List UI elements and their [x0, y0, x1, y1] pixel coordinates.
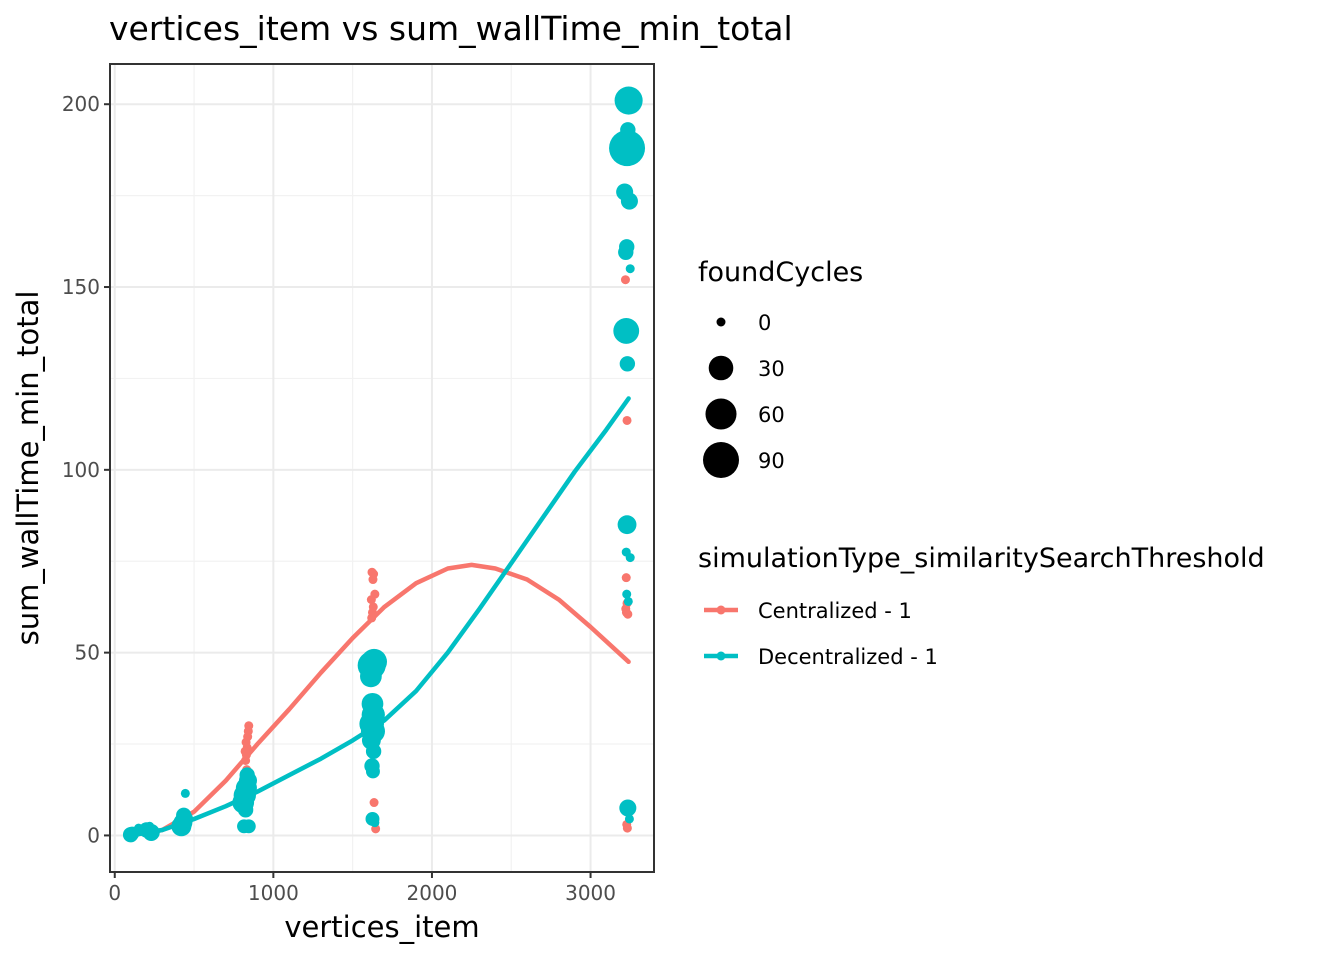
data-point: [619, 356, 636, 372]
data-point: [176, 807, 192, 824]
color-legend: simulationType_similaritySearchThreshold…: [698, 543, 1265, 669]
data-point: [622, 415, 632, 425]
size-legend-label: 60: [758, 403, 785, 427]
color-legend-dot: [716, 651, 726, 661]
x-tick-label: 2000: [407, 881, 458, 905]
data-point: [134, 823, 144, 833]
data-point: [613, 317, 640, 344]
size-legend-title: foundCycles: [698, 257, 863, 288]
data-point: [620, 192, 638, 210]
color-legend-label: Decentralized - 1: [758, 645, 938, 669]
size-legend-key: [708, 355, 734, 381]
data-point: [623, 596, 633, 606]
data-point: [609, 130, 646, 167]
data-point: [244, 721, 254, 731]
data-point: [180, 788, 190, 798]
x-axis: 0 1000 2000 3000: [108, 872, 616, 905]
data-point: [241, 819, 256, 834]
data-point: [370, 589, 380, 599]
data-point: [620, 122, 636, 138]
color-legend-label: Centralized - 1: [758, 599, 912, 623]
data-point: [361, 692, 384, 715]
data-point: [624, 814, 634, 824]
y-tick-label: 150: [62, 275, 100, 299]
data-point: [145, 821, 155, 831]
size-legend-key: [716, 317, 726, 327]
data-point: [365, 743, 382, 760]
data-point: [617, 515, 637, 535]
data-point: [240, 746, 250, 756]
y-tick-label: 100: [62, 458, 100, 482]
color-legend-keys: Centralized - 1 Decentralized - 1: [704, 599, 938, 669]
panel-border: [109, 63, 655, 873]
chart-title: vertices_item vs sum_wallTime_min_total: [109, 9, 793, 48]
y-axis-title: sum_wallTime_min_total: [11, 291, 45, 646]
data-points: [122, 86, 646, 843]
size-legend-key: [703, 442, 739, 478]
data-point: [614, 86, 643, 115]
y-tick-label: 200: [62, 92, 100, 116]
grid-lines: [110, 64, 654, 872]
x-tick-label: 0: [108, 881, 121, 905]
data-point: [619, 799, 637, 817]
data-point: [360, 665, 382, 688]
data-point: [622, 823, 632, 833]
color-legend-dot: [716, 605, 726, 615]
smooth-line: [128, 396, 631, 838]
data-point: [618, 244, 634, 260]
data-point: [625, 264, 635, 274]
y-tick-label: 0: [87, 823, 100, 847]
data-point: [367, 567, 377, 577]
size-legend: foundCycles 0 30 60 90: [698, 257, 863, 478]
data-point: [237, 802, 254, 818]
data-point: [620, 275, 630, 285]
size-legend-keys: 0 30 60 90: [703, 311, 785, 478]
y-axis: 0 50 100 150 200: [62, 92, 110, 847]
color-legend-title: simulationType_similaritySearchThreshold: [698, 543, 1265, 574]
data-point: [370, 818, 380, 828]
data-point: [622, 589, 632, 599]
data-point: [621, 573, 631, 583]
y-tick-label: 50: [75, 641, 100, 665]
data-point: [621, 607, 631, 617]
x-tick-label: 3000: [565, 881, 616, 905]
x-axis-title: vertices_item: [284, 910, 479, 944]
smooth-lines: [128, 396, 631, 838]
data-point: [625, 553, 635, 563]
size-legend-key: [705, 398, 737, 430]
size-legend-label: 90: [758, 449, 785, 473]
data-point: [365, 764, 380, 779]
data-point: [369, 798, 379, 808]
x-tick-label: 1000: [248, 881, 299, 905]
plot-panel: [109, 63, 655, 873]
data-point: [239, 767, 255, 783]
smooth-line: [128, 562, 631, 838]
size-legend-label: 30: [758, 357, 785, 381]
size-legend-label: 0: [758, 311, 771, 335]
data-point: [368, 602, 378, 612]
